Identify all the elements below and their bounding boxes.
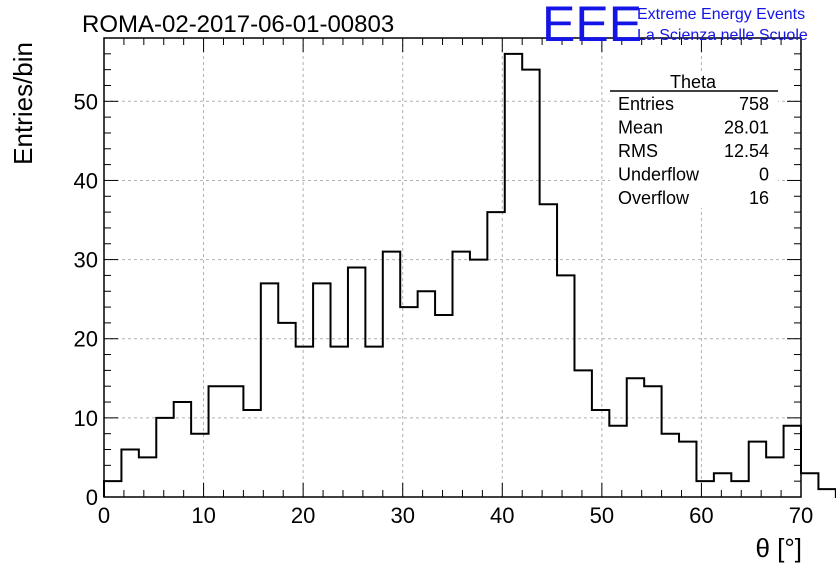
x-tick-label: 20 <box>291 503 315 528</box>
x-tick-label: 0 <box>98 503 110 528</box>
y-tick-label: 40 <box>74 168 98 193</box>
x-axis-label: θ [°] <box>755 533 802 563</box>
x-tick-label: 50 <box>590 503 614 528</box>
stats-row-value: 28.01 <box>724 118 769 138</box>
grid-lines <box>104 38 801 497</box>
stats-row-value: 758 <box>739 94 769 114</box>
stats-row-label: Mean <box>618 118 663 138</box>
stats-box: Theta Entries 758 Mean 28.01 RMS 12.54 Underfl… <box>610 72 778 208</box>
stats-row-value: 0 <box>759 165 769 185</box>
histogram-outline <box>103 52 836 498</box>
y-tick-label: 0 <box>86 485 98 510</box>
y-tick-label: 20 <box>74 327 98 352</box>
y-tick-label: 50 <box>74 89 98 114</box>
plot-frame <box>103 37 802 498</box>
axis-tick-labels: 0 10 20 30 40 50 60 70 0 10 20 30 40 50 <box>74 89 814 528</box>
x-tick-label: 40 <box>490 503 514 528</box>
axis-ticks <box>103 37 802 498</box>
stats-title: Theta <box>670 72 717 92</box>
stats-row-label: Overflow <box>618 188 690 208</box>
y-tick-label: 30 <box>74 248 98 273</box>
x-tick-label: 70 <box>789 503 813 528</box>
chart-title: ROMA-02-2017-06-01-00803 <box>82 11 394 38</box>
stats-row-value: 12.54 <box>724 141 769 161</box>
x-tick-label: 60 <box>689 503 713 528</box>
stats-row-label: RMS <box>618 141 658 161</box>
y-axis-label: Entries/bin <box>8 42 38 165</box>
x-tick-label: 30 <box>390 503 414 528</box>
stats-row-value: 16 <box>749 188 769 208</box>
logo-line-2: La Scienza nelle Scuole <box>637 27 808 44</box>
stats-rows: Entries 758 Mean 28.01 RMS 12.54 Underflow 0 Ove… <box>618 94 769 208</box>
x-tick-label: 10 <box>191 503 215 528</box>
eee-logo: EEE Extreme Energy Events La Scienza nel… <box>542 0 808 52</box>
stats-background <box>610 72 778 208</box>
stats-row-label: Underflow <box>618 165 700 185</box>
logo-line-1: Extreme Energy Events <box>637 6 805 23</box>
y-tick-label: 10 <box>74 406 98 431</box>
logo-mark: EEE <box>542 0 642 52</box>
stats-row-label: Entries <box>618 94 674 114</box>
